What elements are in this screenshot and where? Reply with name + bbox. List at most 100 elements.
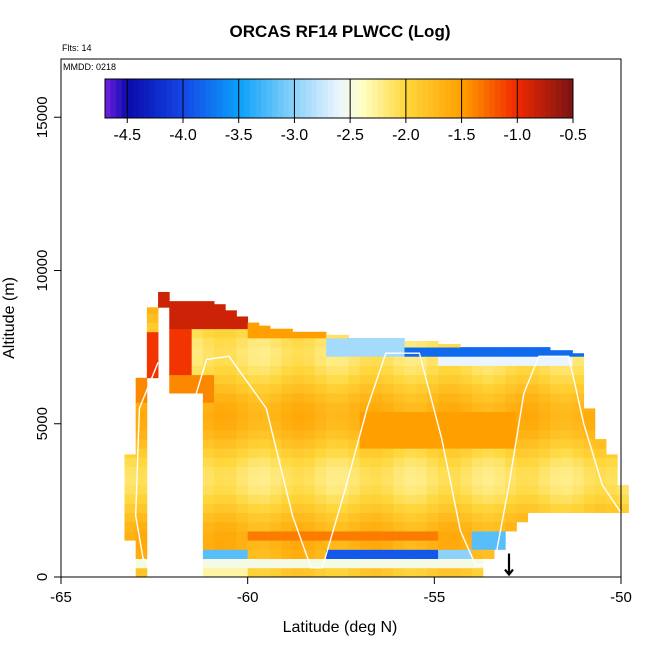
heatmap-cell [449, 365, 461, 376]
heatmap-cell [258, 420, 271, 431]
heatmap-cell [214, 439, 226, 449]
heatmap-cell [393, 475, 405, 486]
heatmap-cell [281, 429, 293, 440]
colorbar-swatch [288, 79, 295, 118]
heatmap-cell [191, 374, 204, 385]
heatmap-cell [326, 512, 338, 523]
colorbar-swatch [344, 79, 351, 118]
heatmap-cell [561, 411, 573, 422]
heatmap-cell [303, 439, 316, 449]
heatmap-cell [426, 540, 439, 550]
heatmap-cell [460, 411, 473, 422]
heatmap-cell [337, 448, 349, 458]
heatmap-cell [236, 494, 249, 504]
heatmap-cell [482, 448, 495, 458]
heatmap-cell [482, 356, 495, 366]
heatmap-cell [438, 503, 450, 514]
heatmap-cell [247, 356, 260, 366]
heatmap-cell [326, 402, 338, 412]
heatmap-cell [359, 503, 372, 514]
heatmap-cell [359, 420, 372, 431]
heatmap-cell [292, 420, 305, 431]
heatmap-cell [516, 439, 529, 449]
heatmap-cell [482, 411, 495, 422]
x-tick-label: -50 [610, 589, 632, 606]
heatmap-cell [258, 567, 271, 578]
heatmap-cell [482, 420, 495, 431]
heatmap-cell [337, 393, 349, 403]
heatmap-cell [359, 429, 372, 440]
heatmap-cell [404, 475, 417, 486]
heatmap-cell [550, 420, 562, 431]
heatmap-cell [292, 411, 305, 422]
heatmap-cell [348, 429, 361, 440]
heatmap-cell [471, 365, 484, 376]
heatmap-cell [247, 411, 260, 422]
heatmap-cell [258, 521, 271, 532]
heatmap-cell [169, 319, 181, 330]
heatmap-cell [561, 448, 573, 458]
heatmap-cell [449, 448, 461, 458]
heatmap-cell [438, 521, 450, 532]
colorbar-tick-label: -1.5 [448, 127, 476, 144]
heatmap-cell [538, 448, 551, 458]
heatmap-cell [516, 411, 529, 422]
heatmap-cell [135, 494, 148, 504]
heatmap-cell [214, 411, 226, 422]
heatmap-cell [303, 383, 316, 394]
heatmap-cell [460, 475, 473, 486]
colorbar-swatch [132, 79, 139, 118]
heatmap-cell [583, 457, 596, 468]
heatmap-cell [124, 503, 137, 514]
heatmap-cell [426, 567, 439, 578]
heatmap-cell [337, 540, 349, 550]
heatmap-cell [326, 549, 338, 560]
heatmap-cell [247, 402, 260, 412]
heatmap-cell [516, 512, 529, 523]
heatmap-cell [270, 475, 282, 486]
heatmap-cell [225, 310, 237, 320]
heatmap-cell [572, 439, 585, 449]
heatmap-cell [292, 356, 305, 366]
heatmap-cell [169, 337, 181, 348]
heatmap-cell [314, 411, 327, 422]
heatmap-cell [326, 466, 338, 477]
heatmap-cell [337, 334, 349, 339]
heatmap-cell [135, 457, 148, 468]
heatmap-cell [146, 340, 159, 351]
heatmap-cell [314, 549, 327, 560]
heatmap-cell [426, 411, 439, 422]
heatmap-cell [236, 356, 249, 366]
heatmap-cell [292, 531, 305, 541]
colorbar-swatch [238, 79, 245, 118]
heatmap-cell [482, 503, 495, 514]
heatmap-cell [214, 402, 226, 412]
heatmap-cell [292, 383, 305, 394]
heatmap-cell [370, 531, 383, 541]
heatmap-cell [281, 356, 293, 366]
heatmap-cell [471, 439, 484, 449]
heatmap-cell [202, 540, 215, 550]
heatmap-cell [404, 485, 417, 495]
heatmap-cell [124, 521, 137, 532]
heatmap-cell [527, 475, 540, 486]
heatmap-cell [202, 485, 215, 495]
heatmap-cell [225, 347, 237, 357]
heatmap-cell [236, 316, 249, 320]
heatmap-cell [494, 356, 506, 366]
heatmap-cell [561, 503, 573, 514]
heatmap-cell [449, 402, 461, 412]
heatmap-cell [583, 420, 596, 431]
heatmap-cell [314, 356, 327, 366]
heatmap-cell [561, 383, 573, 394]
heatmap-cell [337, 466, 349, 477]
heatmap-cell [594, 466, 607, 477]
heatmap-cell [382, 411, 394, 422]
heatmap-cell [583, 503, 596, 514]
colorbar-tick-label: -3.5 [225, 127, 253, 144]
heatmap-cell [561, 457, 573, 468]
heatmap-cell [135, 531, 148, 541]
colorbar-swatch [121, 79, 128, 118]
heatmap-cell [292, 494, 305, 504]
heatmap-cell [158, 291, 170, 299]
